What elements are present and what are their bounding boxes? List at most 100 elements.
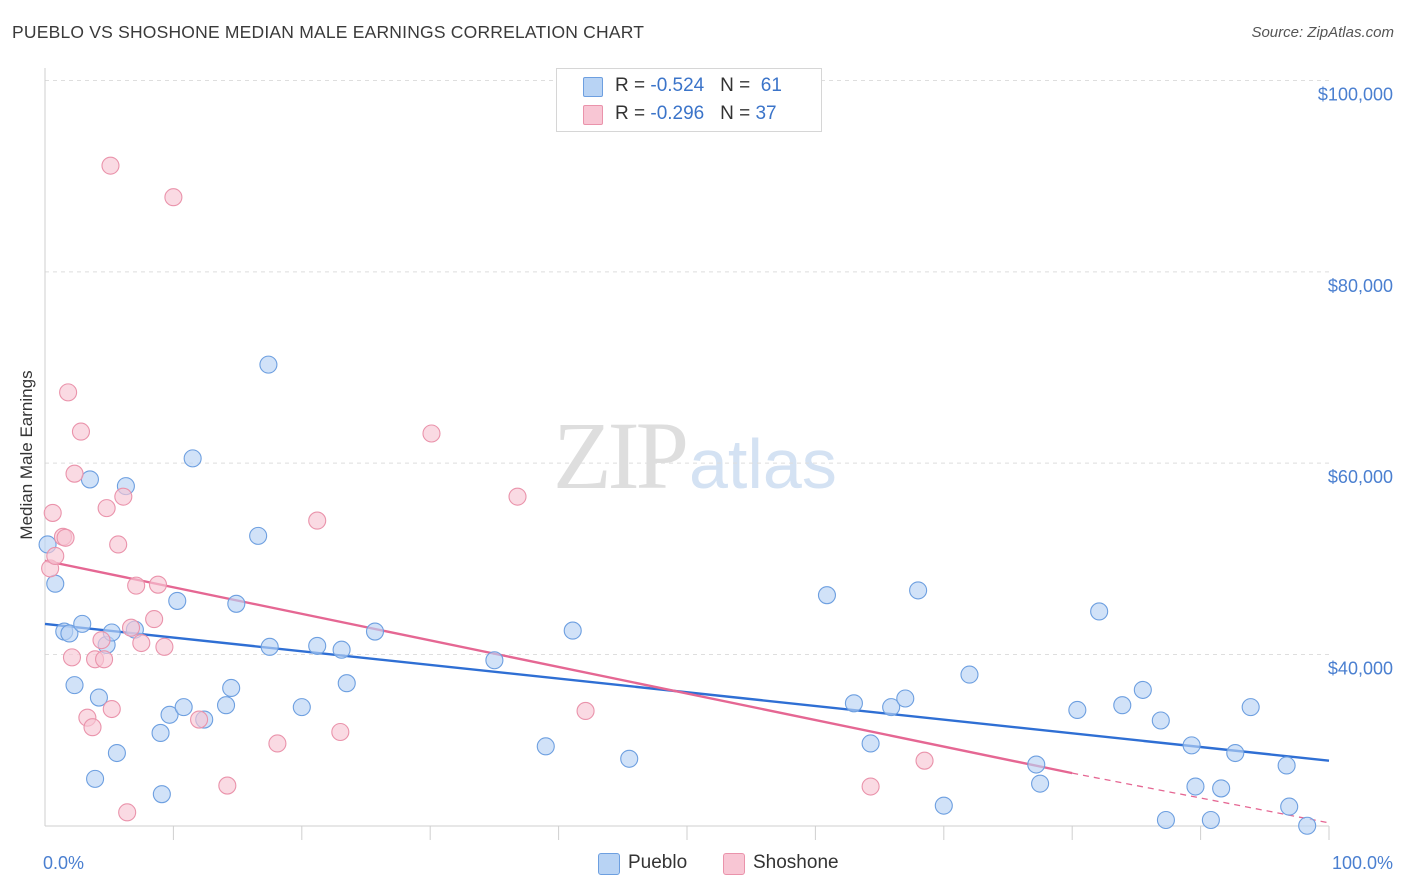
- point-pueblo: [259, 355, 278, 374]
- point-pueblo: [1226, 743, 1245, 763]
- point-pueblo: [844, 694, 863, 713]
- point-pueblo: [227, 594, 246, 613]
- point-pueblo: [1212, 779, 1231, 798]
- point-pueblo: [1182, 736, 1201, 755]
- point-pueblo: [60, 624, 79, 643]
- point-pueblo: [1277, 756, 1296, 775]
- point-pueblo: [292, 698, 311, 717]
- point-pueblo: [80, 470, 99, 489]
- point-pueblo: [89, 688, 108, 707]
- point-shoshone: [46, 546, 65, 566]
- point-pueblo: [46, 574, 65, 593]
- legend-swatch-shoshone: [583, 105, 603, 125]
- point-shoshone: [915, 751, 934, 770]
- legend-r-value: -0.296: [650, 103, 705, 124]
- series-swatch-shoshone: [723, 853, 745, 875]
- chart-title: PUEBLO VS SHOSHONE MEDIAN MALE EARNINGS …: [12, 22, 645, 42]
- series-swatch-pueblo: [598, 853, 620, 875]
- point-pueblo: [1113, 696, 1132, 715]
- point-shoshone: [576, 701, 595, 720]
- point-pueblo: [960, 665, 979, 684]
- y-tick-label: $80,000: [1328, 276, 1393, 296]
- point-pueblo: [222, 678, 241, 698]
- point-pueblo: [73, 614, 92, 633]
- series-legend-label: Shoshone: [753, 852, 839, 873]
- legend-n-value: 61: [760, 75, 782, 96]
- point-pueblo: [249, 526, 268, 545]
- point-pueblo: [909, 581, 928, 600]
- grid-lines: [45, 80, 1329, 655]
- point-pueblo: [1280, 797, 1299, 816]
- point-pueblo: [260, 637, 279, 656]
- point-shoshone: [508, 487, 527, 506]
- y-tick-label: $60,000: [1328, 467, 1393, 487]
- point-pueblo: [1201, 810, 1220, 830]
- watermark-atlas: atlas: [689, 425, 837, 503]
- source-label: Source: ZipAtlas.com: [1251, 24, 1394, 41]
- point-shoshone: [190, 710, 209, 729]
- point-pueblo: [882, 698, 901, 717]
- point-shoshone: [127, 576, 146, 595]
- point-pueblo: [1241, 698, 1260, 717]
- point-pueblo: [1133, 680, 1152, 699]
- point-shoshone: [331, 722, 350, 742]
- point-shoshone: [83, 718, 102, 737]
- point-shoshone: [308, 511, 327, 530]
- x-tick-label: 100.0%: [1332, 853, 1393, 873]
- point-pueblo: [337, 674, 356, 693]
- legend-r-label: R =: [615, 103, 651, 124]
- watermark-zip: ZIP: [553, 402, 689, 509]
- point-pueblo: [160, 705, 179, 724]
- watermark: ZIPatlas: [553, 400, 837, 511]
- legend-n-label: N =: [720, 103, 756, 124]
- point-shoshone: [56, 528, 75, 547]
- point-pueblo: [1156, 810, 1175, 830]
- axes: [44, 68, 1330, 840]
- point-shoshone: [92, 631, 111, 650]
- legend-n-value: 37: [755, 103, 777, 124]
- point-pueblo: [485, 651, 504, 670]
- point-pueblo: [183, 449, 202, 468]
- x-tick-label: 0.0%: [43, 853, 84, 873]
- point-pueblo: [332, 640, 351, 659]
- point-shoshone: [268, 734, 287, 753]
- point-pueblo: [216, 696, 236, 715]
- point-shoshone: [97, 499, 116, 518]
- point-shoshone: [164, 188, 183, 207]
- point-shoshone: [114, 487, 133, 506]
- legend-n-label: N =: [720, 75, 756, 96]
- point-pueblo: [1027, 755, 1046, 774]
- point-shoshone: [422, 424, 441, 443]
- legend-r-value: -0.524: [650, 75, 705, 96]
- point-pueblo: [152, 785, 171, 804]
- point-pueblo: [65, 676, 84, 695]
- y-axis-title: Median Male Earnings: [17, 370, 36, 539]
- data-points: [38, 156, 1317, 835]
- trend-line-shoshone: [44, 559, 1073, 775]
- point-pueblo: [1298, 816, 1317, 835]
- point-shoshone: [145, 610, 164, 629]
- point-shoshone: [65, 464, 84, 483]
- point-pueblo: [817, 586, 837, 605]
- legend-r-label: R =: [615, 75, 651, 96]
- point-shoshone: [121, 618, 141, 637]
- legend-swatch-pueblo: [583, 77, 603, 97]
- point-pueblo: [620, 749, 639, 768]
- point-shoshone: [71, 422, 91, 441]
- point-pueblo: [107, 743, 126, 763]
- point-pueblo: [151, 723, 170, 742]
- point-shoshone: [62, 648, 82, 667]
- point-shoshone: [109, 535, 128, 554]
- point-shoshone: [102, 699, 121, 719]
- point-pueblo: [168, 591, 187, 610]
- point-pueblo: [536, 737, 555, 756]
- point-shoshone: [218, 776, 237, 795]
- point-pueblo: [1090, 602, 1109, 621]
- point-shoshone: [861, 777, 880, 796]
- point-pueblo: [1068, 700, 1087, 720]
- trend-lines: [44, 559, 1330, 824]
- series-legend-label: Pueblo: [628, 852, 688, 873]
- point-pueblo: [896, 689, 915, 708]
- point-pueblo: [934, 796, 953, 815]
